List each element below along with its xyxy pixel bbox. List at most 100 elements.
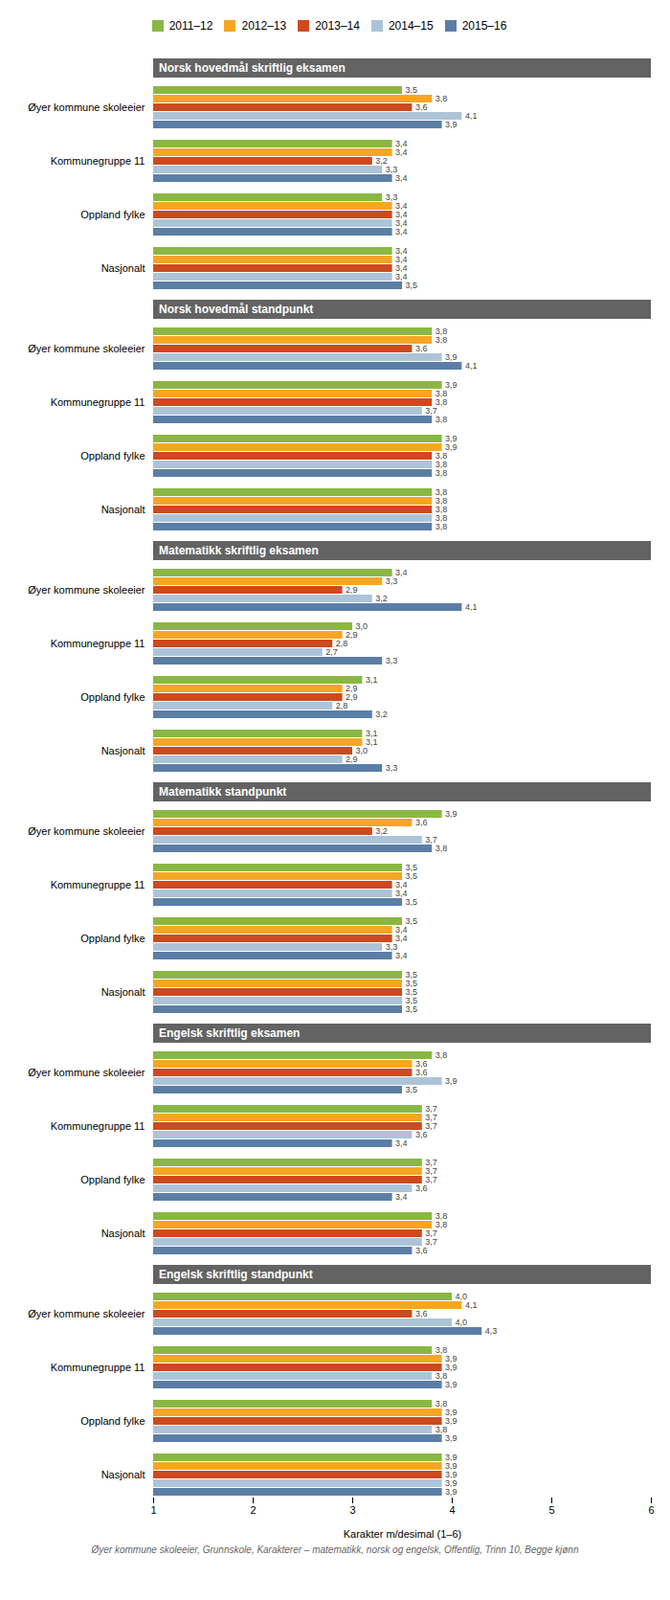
- svg-text:Kommunegruppe 11: Kommunegruppe 11: [50, 1361, 146, 1373]
- svg-text:2,7: 2,7: [325, 647, 338, 657]
- svg-text:3,9: 3,9: [445, 1432, 458, 1443]
- svg-text:4,1: 4,1: [465, 1299, 478, 1310]
- svg-text:3,9: 3,9: [445, 1486, 458, 1497]
- svg-text:3,8: 3,8: [435, 468, 448, 478]
- svg-text:Kommunegruppe 11: Kommunegruppe 11: [50, 396, 146, 408]
- html-text:Matematikk skriftlig eksamen: Matematikk skriftlig eksamen: [158, 543, 319, 558]
- svg-text:3,8: 3,8: [435, 1049, 448, 1060]
- svg-text:3,4: 3,4: [395, 209, 408, 220]
- svg-text:Oppland fylke: Oppland fylke: [80, 691, 145, 703]
- svg-text:3,8: 3,8: [435, 843, 448, 853]
- svg-text:3,1: 3,1: [365, 674, 379, 685]
- svg-text:3,4: 3,4: [395, 147, 408, 157]
- svg-text:Kommunegruppe 11: Kommunegruppe 11: [50, 155, 146, 167]
- svg-text:3,3: 3,3: [385, 192, 398, 203]
- svg-text:3,4: 3,4: [395, 226, 408, 237]
- svg-text:3,4: 3,4: [395, 1191, 408, 1202]
- svg-text:Oppland fylke: Oppland fylke: [80, 208, 145, 221]
- svg-text:3,5: 3,5: [405, 1084, 419, 1095]
- svg-text:3,9: 3,9: [445, 1379, 458, 1389]
- svg-text:Øyer kommune skoleeier: Øyer kommune skoleeier: [27, 1066, 146, 1078]
- svg-text:2,9: 2,9: [345, 754, 358, 764]
- svg-text:Nasjonalt: Nasjonalt: [101, 985, 146, 998]
- svg-text:3,8: 3,8: [435, 326, 448, 337]
- svg-text:3,3: 3,3: [385, 762, 399, 773]
- html-text:2011–12: 2011–12: [169, 18, 213, 33]
- svg-text:Øyer kommune skoleeier: Øyer kommune skoleeier: [27, 825, 146, 837]
- svg-text:4,0: 4,0: [455, 1317, 469, 1327]
- svg-text:5: 5: [548, 1503, 555, 1516]
- svg-text:3,9: 3,9: [445, 1075, 458, 1086]
- svg-text:2,8: 2,8: [335, 700, 349, 711]
- svg-text:4,3: 4,3: [485, 1325, 498, 1336]
- html-text:Matematikk standpunkt: Matematikk standpunkt: [158, 784, 287, 799]
- svg-text:3,6: 3,6: [415, 1183, 428, 1193]
- html-text:Øyer kommune skoleeier, Grunns: Øyer kommune skoleeier, Grunnskole, Kara…: [91, 1543, 579, 1555]
- svg-text:3,2: 3,2: [375, 826, 388, 836]
- svg-text:Nasjonalt: Nasjonalt: [101, 503, 146, 515]
- svg-text:Oppland fylke: Oppland fylke: [80, 449, 145, 462]
- svg-text:Nasjonalt: Nasjonalt: [101, 744, 146, 757]
- html-text:2013–14: 2013–14: [315, 18, 360, 33]
- svg-text:3,4: 3,4: [395, 254, 408, 265]
- svg-text:3,4: 3,4: [395, 950, 408, 961]
- svg-text:Nasjonalt: Nasjonalt: [101, 1468, 146, 1480]
- svg-text:3,2: 3,2: [375, 709, 388, 719]
- svg-text:3,5: 3,5: [405, 85, 419, 95]
- svg-text:2: 2: [249, 1503, 256, 1516]
- svg-text:3,6: 3,6: [415, 102, 428, 112]
- svg-text:4,1: 4,1: [465, 602, 478, 612]
- svg-text:2,9: 2,9: [345, 584, 358, 595]
- svg-text:Karakter m/desimal (1–6): Karakter m/desimal (1–6): [343, 1527, 463, 1540]
- svg-text:3,5: 3,5: [405, 896, 419, 907]
- svg-text:Kommunegruppe 11: Kommunegruppe 11: [50, 637, 146, 649]
- svg-text:Nasjonalt: Nasjonalt: [101, 1227, 146, 1239]
- svg-text:4,1: 4,1: [465, 111, 478, 121]
- html-text:2014–15: 2014–15: [388, 18, 434, 33]
- svg-text:3,8: 3,8: [435, 414, 448, 425]
- svg-text:Oppland fylke: Oppland fylke: [80, 1173, 145, 1185]
- svg-text:6: 6: [647, 1503, 654, 1516]
- html-text:2012–13: 2012–13: [241, 18, 287, 33]
- svg-text:Øyer kommune skoleeier: Øyer kommune skoleeier: [27, 342, 146, 355]
- svg-text:3,5: 3,5: [405, 280, 419, 291]
- svg-text:3,5: 3,5: [405, 1004, 419, 1014]
- svg-text:Øyer kommune skoleeier: Øyer kommune skoleeier: [27, 101, 146, 113]
- svg-text:Oppland fylke: Oppland fylke: [80, 1414, 145, 1427]
- svg-text:Nasjonalt: Nasjonalt: [101, 262, 146, 274]
- svg-text:3: 3: [349, 1503, 356, 1516]
- svg-text:Øyer kommune skoleeier: Øyer kommune skoleeier: [27, 583, 146, 596]
- svg-text:3,8: 3,8: [435, 521, 448, 532]
- svg-text:3,4: 3,4: [395, 1138, 408, 1148]
- html-text:Norsk hovedmål skriftlig eksam: Norsk hovedmål skriftlig eksamen: [158, 61, 346, 75]
- html-text:Norsk hovedmål standpunkt: Norsk hovedmål standpunkt: [158, 302, 314, 316]
- svg-text:Øyer kommune skoleeier: Øyer kommune skoleeier: [27, 1307, 146, 1319]
- svg-text:3,8: 3,8: [435, 388, 448, 399]
- svg-text:Kommunegruppe 11: Kommunegruppe 11: [50, 878, 146, 891]
- svg-text:Oppland fylke: Oppland fylke: [80, 932, 145, 944]
- svg-text:4,1: 4,1: [465, 360, 478, 371]
- svg-text:3,9: 3,9: [445, 352, 458, 362]
- svg-text:3,9: 3,9: [445, 119, 458, 130]
- svg-text:3,9: 3,9: [445, 808, 458, 819]
- svg-text:3,6: 3,6: [415, 343, 428, 354]
- svg-text:3,2: 3,2: [375, 593, 388, 603]
- svg-text:1: 1: [150, 1503, 157, 1516]
- html-text:2015–16: 2015–16: [461, 18, 507, 33]
- svg-text:3,6: 3,6: [415, 817, 428, 827]
- svg-text:3,6: 3,6: [415, 1129, 428, 1139]
- svg-text:3,3: 3,3: [385, 576, 399, 586]
- svg-text:Kommunegruppe 11: Kommunegruppe 11: [50, 1119, 146, 1132]
- html-text:Engelsk skriftlig standpunkt: Engelsk skriftlig standpunkt: [158, 1267, 313, 1281]
- svg-text:3,4: 3,4: [395, 218, 408, 229]
- svg-text:3,3: 3,3: [385, 655, 399, 666]
- svg-text:4: 4: [448, 1503, 455, 1516]
- html-text:Engelsk skriftlig eksamen: Engelsk skriftlig eksamen: [158, 1026, 300, 1040]
- svg-text:3,6: 3,6: [415, 1067, 428, 1077]
- svg-text:3,8: 3,8: [435, 93, 448, 104]
- svg-text:3,6: 3,6: [415, 1245, 428, 1255]
- svg-text:3,6: 3,6: [415, 1308, 428, 1318]
- svg-text:3,4: 3,4: [395, 173, 408, 183]
- svg-text:3,8: 3,8: [435, 335, 448, 345]
- svg-text:3,4: 3,4: [395, 263, 408, 274]
